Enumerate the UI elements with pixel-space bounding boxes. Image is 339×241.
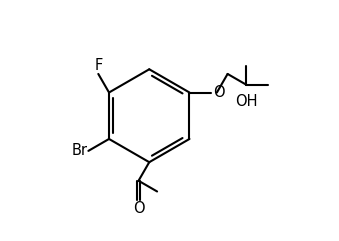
Text: O: O bbox=[213, 85, 224, 100]
Text: F: F bbox=[94, 58, 102, 73]
Text: O: O bbox=[133, 201, 144, 216]
Text: OH: OH bbox=[235, 94, 257, 109]
Text: Br: Br bbox=[71, 143, 87, 158]
